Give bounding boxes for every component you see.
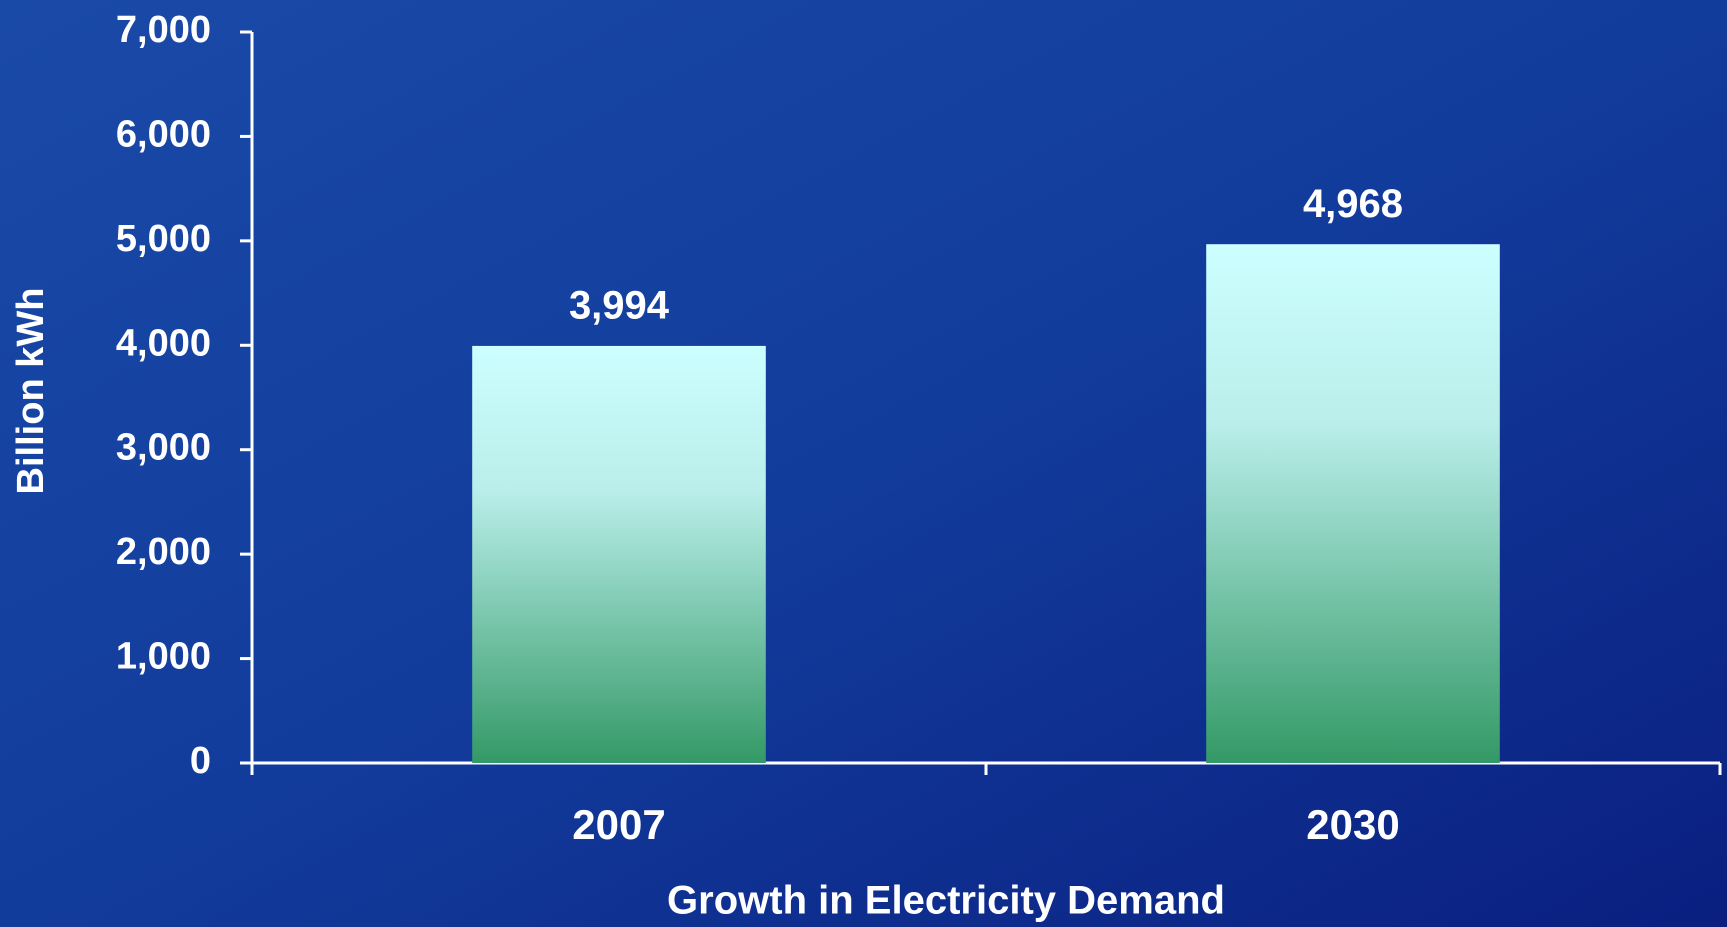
y-tick-label: 6,000 <box>116 113 211 155</box>
x-axis-label: Growth in Electricity Demand <box>667 879 1225 923</box>
data-label: 4,968 <box>1303 182 1403 226</box>
bar <box>1206 244 1500 763</box>
y-tick-label: 0 <box>190 740 211 782</box>
y-tick-label: 2,000 <box>116 531 211 573</box>
y-tick-label: 3,000 <box>116 427 211 469</box>
x-tick-label: 2030 <box>1306 801 1399 848</box>
y-axis-label: Billion kWh <box>10 288 52 495</box>
y-tick-label: 7,000 <box>116 9 211 51</box>
y-tick-label: 5,000 <box>116 218 211 260</box>
y-tick-label: 4,000 <box>116 322 211 364</box>
x-tick-label: 2007 <box>572 801 665 848</box>
data-label: 3,994 <box>569 283 670 327</box>
bar <box>472 345 766 763</box>
y-tick-label: 1,000 <box>116 636 211 678</box>
